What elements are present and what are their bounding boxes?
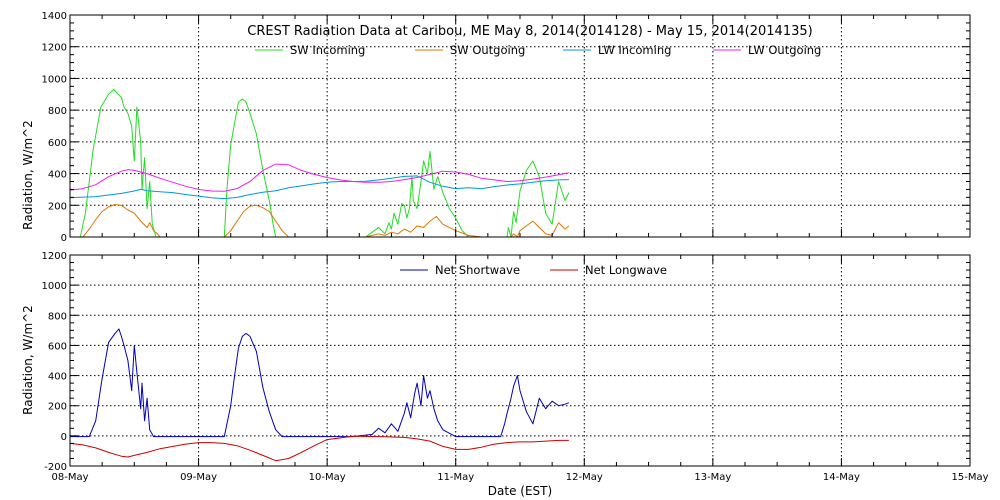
- legend-label-lw-outgoing: LW Outgoing: [748, 43, 821, 57]
- top-y-tick-label: 1000: [42, 74, 67, 85]
- bottom-y-tick-label: 400: [48, 372, 67, 383]
- bottom-grid: [70, 255, 970, 466]
- bottom-y-tick-label: 600: [48, 341, 67, 352]
- legend-label-net-longwave: Net Longwave: [585, 263, 667, 277]
- x-tick-label: 08-May: [51, 472, 88, 483]
- top-y-tick-label: 600: [48, 138, 67, 149]
- top-y-tick-label: 400: [48, 170, 67, 181]
- series-line-lw-outgoing: [69, 163, 569, 192]
- panel-top: CREST Radiation Data at Caribou, ME May …: [21, 11, 971, 244]
- top-y-tick-label: 800: [48, 106, 67, 117]
- legend-label-sw-incoming: SW Incoming: [290, 43, 365, 57]
- x-tick-label: 09-May: [180, 472, 217, 483]
- x-tick-label: 10-May: [309, 472, 346, 483]
- bottom-y-tick-label: 1200: [42, 251, 67, 262]
- top-y-tick-label: 1400: [42, 11, 67, 22]
- x-tick-label: 14-May: [823, 472, 860, 483]
- top-y-tick-label: 0: [61, 233, 67, 244]
- bottom-y-tick-label: 0: [61, 432, 67, 443]
- bottom-y-tick-label: 1000: [42, 281, 67, 292]
- chart-title: CREST Radiation Data at Caribou, ME May …: [247, 24, 812, 39]
- top-y-tick-label: 200: [48, 201, 67, 212]
- top-y-tick-label: 1200: [42, 43, 67, 54]
- x-tick-label: 15-May: [951, 472, 988, 483]
- bottom-plot-frame: [69, 254, 971, 467]
- x-axis-title: Date (EST): [488, 484, 552, 498]
- top-y-axis-title: Radiation, W/m^2: [21, 120, 35, 230]
- legend-label-sw-outgoing: SW Outgoing: [450, 43, 525, 57]
- top-legend: SW Incoming SW Outgoing LW Incoming LW Outg…: [255, 43, 821, 57]
- bottom-y-tick-label: 200: [48, 402, 67, 413]
- series-line-net-shortwave: [70, 328, 570, 438]
- bottom-y-axis-title: Radiation, W/m^2: [21, 305, 35, 415]
- x-tick-label: 13-May: [694, 472, 731, 483]
- bottom-ticks: 08-May 09-May 10-May 11-May 12-May 13-May 14-M…: [42, 251, 989, 483]
- top-ticks: 0 200 400 600 800 1000 1200 1400: [42, 11, 971, 244]
- bottom-y-tick-label: 800: [48, 311, 67, 322]
- bottom-series-layer: [69, 328, 570, 462]
- legend-label-net-shortwave: Net Shortwave: [435, 263, 520, 277]
- bottom-y-tick-label: -200: [44, 462, 67, 473]
- legend-label-lw-incoming: LW Incoming: [598, 43, 671, 57]
- panel-bottom: Radiation, W/m^2 Date (EST) 08-May 09-May…: [21, 251, 989, 498]
- bottom-legend: Net Shortwave Net Longwave: [400, 263, 667, 277]
- x-tick-label: 12-May: [566, 472, 603, 483]
- series-line-lw-incoming: [69, 175, 569, 200]
- top-plot-frame: [69, 14, 971, 238]
- series-line-net-longwave: [69, 435, 569, 462]
- x-tick-label: 11-May: [437, 472, 474, 483]
- top-grid: [70, 15, 970, 237]
